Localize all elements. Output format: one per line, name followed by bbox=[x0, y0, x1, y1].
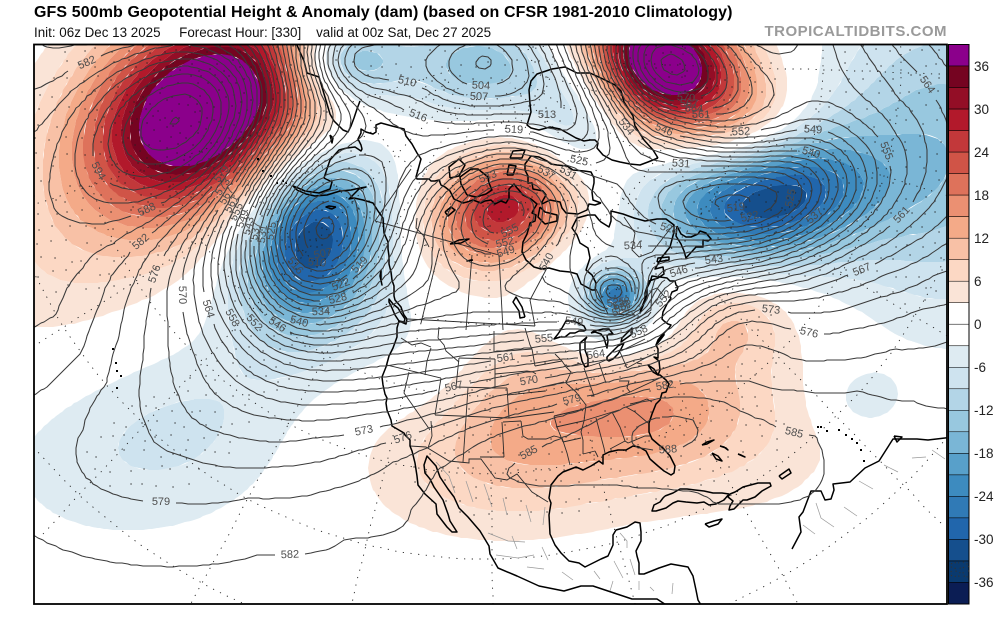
svg-text:534: 534 bbox=[610, 302, 631, 319]
svg-text:549: 549 bbox=[234, 208, 252, 229]
svg-text:543: 543 bbox=[241, 216, 257, 237]
svg-text:507: 507 bbox=[313, 246, 333, 261]
svg-text:522: 522 bbox=[740, 209, 761, 225]
svg-text:549: 549 bbox=[495, 243, 516, 260]
svg-text:12: 12 bbox=[974, 231, 989, 246]
svg-text:519: 519 bbox=[726, 201, 746, 215]
svg-text:6: 6 bbox=[974, 274, 982, 289]
svg-text:510: 510 bbox=[307, 256, 326, 270]
svg-text:564: 564 bbox=[685, 102, 704, 115]
svg-text:531: 531 bbox=[256, 224, 270, 244]
svg-text:576: 576 bbox=[799, 325, 820, 341]
svg-text:528: 528 bbox=[328, 291, 349, 307]
svg-text:567: 567 bbox=[680, 98, 699, 111]
svg-text:582: 582 bbox=[655, 378, 675, 393]
svg-text:570: 570 bbox=[176, 286, 188, 305]
svg-text:555: 555 bbox=[534, 332, 553, 346]
svg-text:573: 573 bbox=[761, 303, 781, 317]
svg-text:0: 0 bbox=[974, 317, 982, 332]
svg-text:564: 564 bbox=[200, 298, 217, 319]
svg-text:552: 552 bbox=[495, 235, 516, 251]
svg-text:573: 573 bbox=[354, 423, 374, 439]
svg-text:561: 561 bbox=[496, 351, 516, 365]
svg-text:549: 549 bbox=[564, 315, 584, 329]
svg-text:540: 540 bbox=[801, 145, 822, 162]
svg-text:531: 531 bbox=[671, 157, 690, 170]
svg-text:567: 567 bbox=[444, 379, 465, 395]
svg-text:570: 570 bbox=[519, 373, 539, 388]
svg-text:525: 525 bbox=[265, 221, 280, 241]
svg-text:552: 552 bbox=[732, 125, 751, 138]
svg-text:507: 507 bbox=[470, 91, 489, 104]
svg-text:510: 510 bbox=[397, 74, 418, 90]
svg-text:30: 30 bbox=[974, 102, 989, 117]
svg-text:546: 546 bbox=[668, 263, 689, 280]
svg-text:561: 561 bbox=[692, 109, 711, 122]
svg-text:525: 525 bbox=[569, 153, 589, 169]
svg-text:504: 504 bbox=[472, 79, 491, 92]
svg-text:24: 24 bbox=[974, 145, 990, 160]
svg-text:537: 537 bbox=[248, 221, 263, 241]
svg-text:585: 585 bbox=[784, 425, 805, 441]
svg-text:-30: -30 bbox=[974, 532, 994, 547]
svg-text:-36: -36 bbox=[974, 575, 994, 590]
svg-text:519: 519 bbox=[505, 123, 524, 136]
svg-text:-12: -12 bbox=[974, 403, 994, 418]
svg-text:-18: -18 bbox=[974, 446, 994, 461]
svg-text:534: 534 bbox=[312, 306, 331, 319]
svg-text:579: 579 bbox=[152, 496, 170, 508]
svg-text:576: 576 bbox=[146, 263, 163, 284]
svg-text:-24: -24 bbox=[974, 489, 994, 504]
svg-text:576: 576 bbox=[392, 429, 413, 446]
svg-text:528: 528 bbox=[659, 221, 680, 238]
svg-text:549: 549 bbox=[803, 123, 822, 136]
svg-text:564: 564 bbox=[586, 348, 606, 363]
svg-text:540: 540 bbox=[289, 314, 310, 330]
svg-text:36: 36 bbox=[974, 59, 989, 74]
svg-text:543: 543 bbox=[704, 253, 724, 267]
svg-text:582: 582 bbox=[281, 549, 300, 562]
svg-text:579: 579 bbox=[562, 392, 583, 408]
svg-text:588: 588 bbox=[658, 443, 677, 456]
svg-text:534: 534 bbox=[624, 239, 643, 252]
svg-text:525: 525 bbox=[606, 296, 626, 310]
svg-text:-6: -6 bbox=[974, 360, 986, 375]
svg-text:18: 18 bbox=[974, 188, 989, 203]
svg-text:513: 513 bbox=[538, 109, 556, 121]
svg-text:570: 570 bbox=[676, 91, 695, 105]
svg-text:525: 525 bbox=[783, 188, 798, 208]
